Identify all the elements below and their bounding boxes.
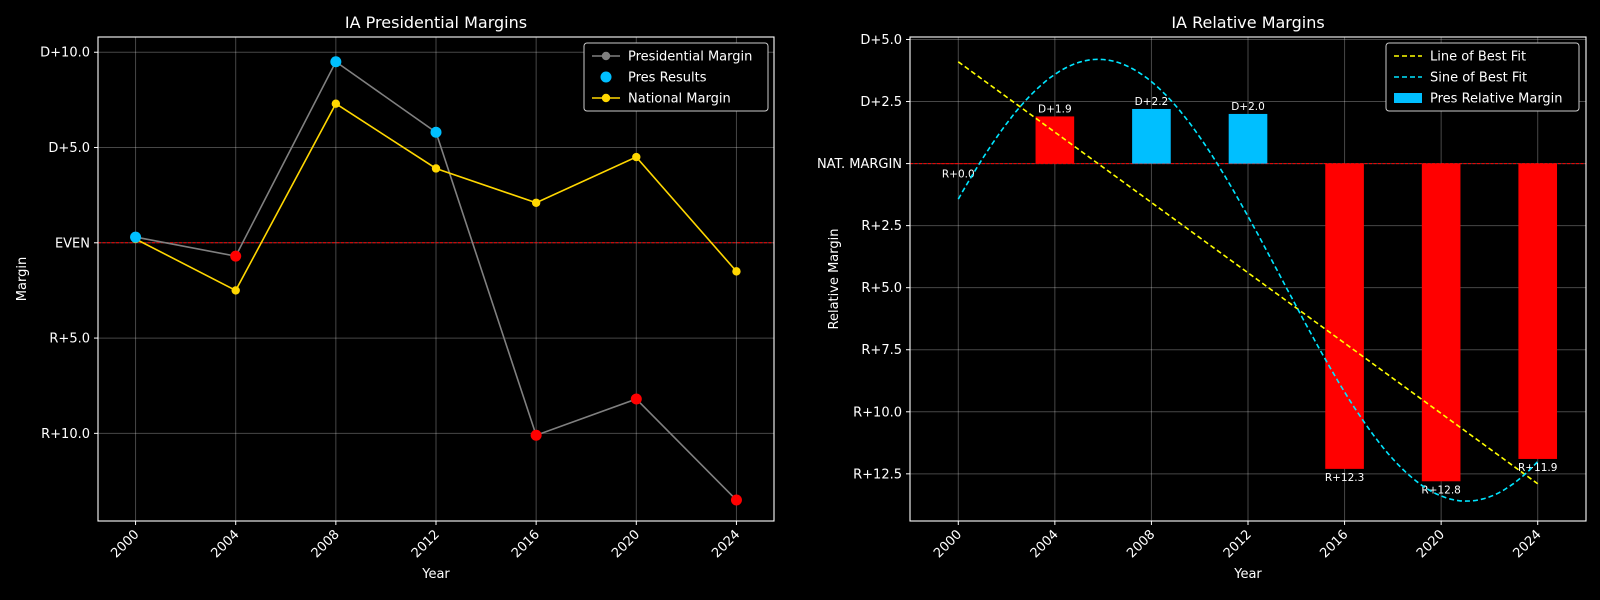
relative-margins-chart: D+5.0 D+2.5 NAT. MARGIN R+2.5 R+5.0 R+7.5 R+10…: [817, 13, 1587, 582]
bar-value-label: R+11.9: [1518, 462, 1557, 474]
x-axis-label: Year: [421, 567, 450, 582]
legend-box: [1385, 42, 1580, 112]
legend: Line of Best Fit Sine of Best Fit Pres Rel…: [1385, 42, 1580, 112]
y-tick-label: D+5.0: [48, 141, 90, 156]
y-axis-label: Margin: [15, 257, 30, 301]
relative-margin-bar: [1518, 163, 1558, 459]
legend-label: Pres Results: [628, 71, 707, 86]
y-axis-label: Relative Margin: [827, 229, 842, 330]
x-axis-label: Year: [1233, 567, 1262, 582]
x-tick-label: 2004: [209, 527, 243, 561]
x-tick-label: 2008: [309, 527, 343, 561]
legend-marker: [600, 71, 612, 83]
bar-value-label: D+2.2: [1135, 96, 1169, 108]
y-tick-label: R+2.5: [861, 219, 902, 234]
relative-margin-bar: [1325, 163, 1364, 469]
chart-title: IA Presidential Margins: [345, 13, 527, 32]
x-tick-label: 2024: [1511, 527, 1545, 561]
national-margin-point: [531, 198, 541, 207]
national-margin-point: [231, 286, 240, 295]
x-tick-label: 2016: [1317, 527, 1351, 561]
legend-label: Sine of Best Fit: [1430, 71, 1527, 86]
presidential-margins-chart: D+10.0 D+5.0 EVEN R+5.0 R+10.0 2000 2004 2008 20…: [15, 13, 775, 582]
y-tick-label: R+5.0: [861, 281, 902, 296]
bar-value-label: D+1.9: [1038, 103, 1072, 115]
bar-value-label: D+2.0: [1231, 101, 1265, 113]
x-tick-label: 2012: [409, 527, 443, 561]
bar-value-label: R+0.0: [942, 169, 975, 181]
relative-margin-bar: [1228, 113, 1268, 164]
x-tick-label: 2020: [1414, 527, 1448, 561]
x-tick-label: 2012: [1221, 527, 1255, 561]
y-tick-label: R+10.0: [41, 427, 90, 442]
legend-bar-swatch: [1394, 93, 1422, 103]
legend-label: Pres Relative Margin: [1430, 92, 1563, 107]
legend-label: Presidential Margin: [628, 50, 752, 65]
pres-result-point: [330, 56, 342, 68]
relative-margin-bar: [1132, 108, 1171, 164]
pres-result-point: [630, 393, 642, 405]
relative-margin-bar: [1421, 163, 1461, 482]
bar-value-label: R+12.8: [1421, 484, 1460, 496]
y-tick-label: D+10.0: [40, 46, 90, 61]
y-tick-label: D+5.0: [860, 33, 902, 48]
relative-margin-bar: [938, 163, 978, 165]
legend-label: National Margin: [628, 92, 731, 107]
legend-box: [583, 42, 769, 112]
pres-result-point: [130, 231, 142, 243]
national-margin-point: [732, 267, 741, 276]
x-tick-label: 2016: [509, 527, 543, 561]
national-margin-point: [431, 164, 441, 173]
legend-marker: [601, 51, 611, 61]
y-tick-label: D+2.5: [860, 95, 902, 110]
x-tick-label: 2004: [1028, 527, 1062, 561]
national-margin-point: [331, 99, 341, 108]
bar-value-label: R+12.3: [1325, 472, 1364, 484]
x-tick-label: 2008: [1124, 527, 1158, 561]
relative-margin-bar: [1035, 116, 1075, 164]
legend: Presidential Margin Pres Results National …: [583, 42, 769, 112]
y-tick-label: R+12.5: [853, 467, 902, 482]
x-tick-label: 2000: [931, 527, 965, 561]
y-tick-label: NAT. MARGIN: [817, 157, 902, 172]
y-tick-label: R+5.0: [49, 332, 90, 347]
pres-result-point: [230, 250, 242, 262]
legend-marker: [601, 93, 611, 103]
pres-result-point: [530, 429, 542, 441]
pres-result-point: [730, 494, 742, 506]
x-tick-label: 2000: [108, 527, 142, 561]
y-tick-label: EVEN: [55, 236, 90, 251]
y-tick-label: R+10.0: [853, 405, 902, 420]
pres-result-point: [430, 126, 442, 138]
x-tick-label: 2024: [709, 527, 743, 561]
x-tick-label: 2020: [609, 527, 643, 561]
chart-title: IA Relative Margins: [1171, 13, 1324, 32]
legend-label: Line of Best Fit: [1430, 50, 1526, 65]
national-margin-point: [632, 152, 641, 162]
y-tick-label: R+7.5: [861, 343, 902, 358]
